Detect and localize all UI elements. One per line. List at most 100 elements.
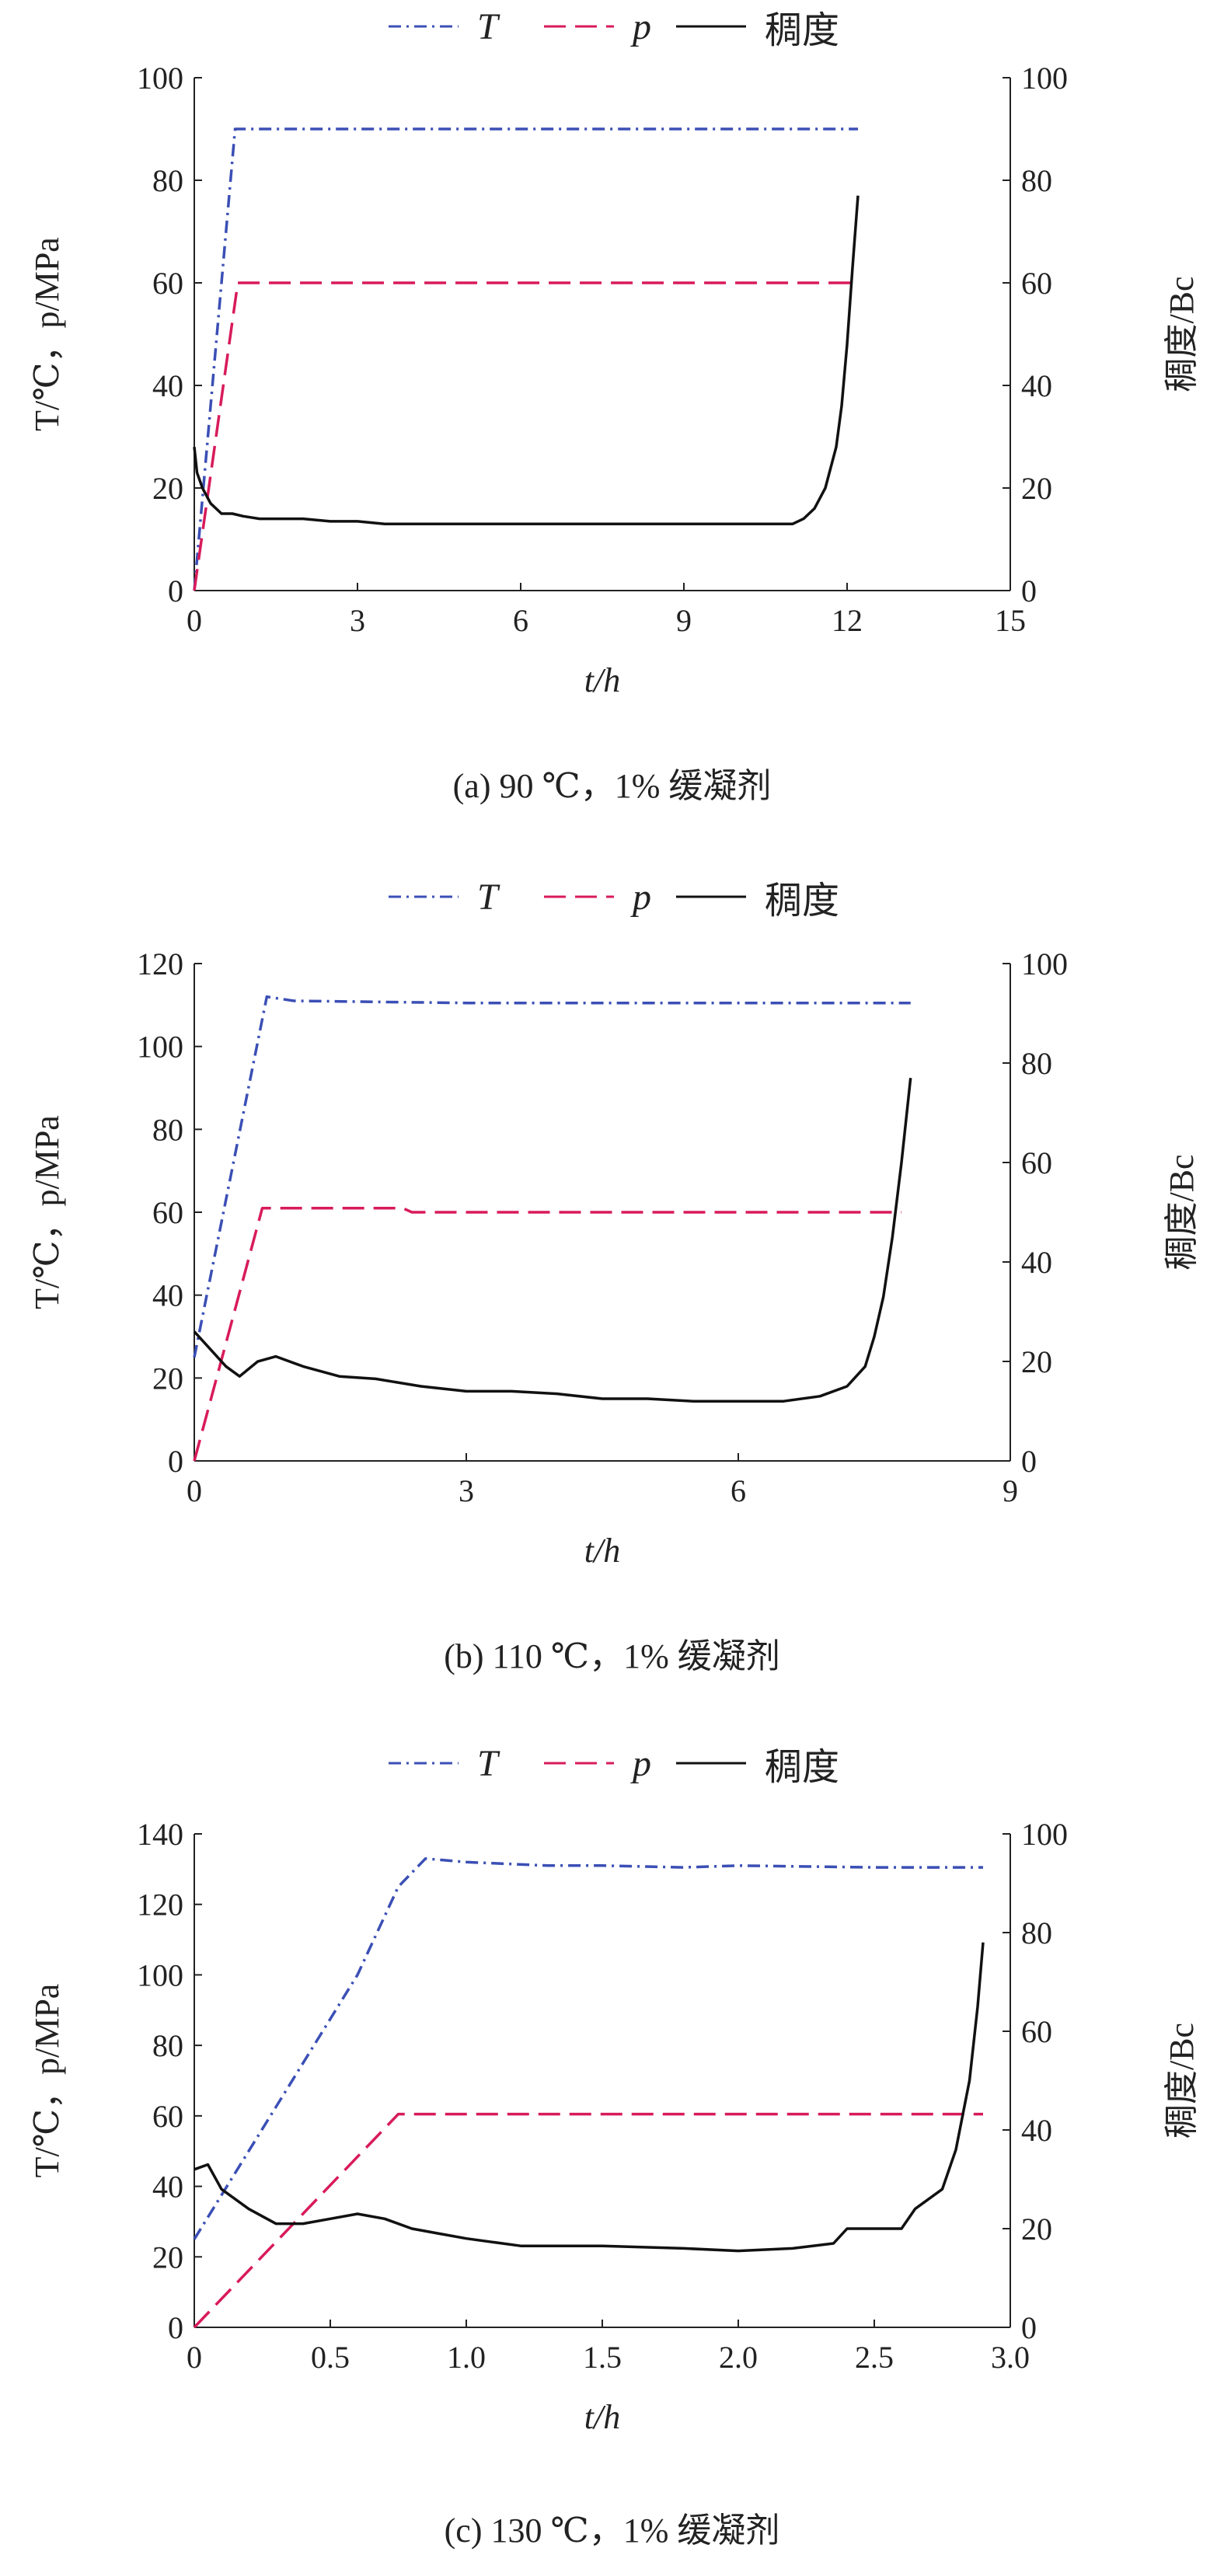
- x-tick-label: 2.0: [719, 2340, 758, 2375]
- y-tick-label-left: 80: [152, 2028, 183, 2063]
- y-tick-label-right: 20: [1021, 2212, 1052, 2247]
- legend-label-p: p: [633, 1742, 651, 1784]
- y-axis-title-right: 稠度/Bc: [1163, 276, 1201, 392]
- y-tick-label-right: 60: [1021, 1145, 1052, 1180]
- x-axis-title: t/h: [584, 1532, 620, 1570]
- series-line-consistency: [194, 1942, 985, 2253]
- legend-label-consistency: 稠度: [765, 1747, 840, 1788]
- y-tick-label-left: 20: [152, 471, 183, 506]
- y-tick-label-right: 20: [1021, 1344, 1052, 1379]
- y-axis-title-left: T/℃，p/MPa: [28, 1984, 66, 2178]
- x-axis-title: t/h: [584, 661, 620, 699]
- legend-item-consistency: 稠度: [676, 5, 839, 51]
- legend-item-consistency: 稠度: [676, 1741, 839, 1788]
- legend-item-consistency: 稠度: [676, 875, 839, 922]
- legend-label-T: T: [477, 5, 498, 47]
- x-tick-label: 0: [187, 1473, 202, 1508]
- legend-item-T: T: [389, 5, 498, 48]
- legend-label-T: T: [477, 876, 498, 918]
- series-line-T: [193, 1857, 983, 2240]
- x-tick-label: 0: [187, 603, 202, 638]
- y-tick-label-right: 80: [1021, 163, 1052, 198]
- y-tick-label-right: 100: [1021, 946, 1068, 981]
- y-tick-label-right: 0: [1021, 573, 1037, 608]
- y-tick-label-left: 120: [137, 1888, 183, 1922]
- legend-item-T: T: [389, 875, 498, 919]
- legend-label-consistency: 稠度: [765, 880, 840, 922]
- x-tick-label: 15: [995, 603, 1026, 638]
- y-tick-label-left: 0: [168, 2310, 183, 2345]
- chart-svg-b: 0 3 6 9020406080100120020406080100t/hT/℃，p/…: [28, 946, 1201, 1570]
- x-tick-label: 2.5: [855, 2340, 894, 2375]
- y-tick-label-right: 80: [1021, 1915, 1052, 1950]
- legend-label-p: p: [633, 5, 651, 47]
- series-line-consistency: [193, 195, 860, 525]
- y-tick-label-left: 140: [137, 1817, 183, 1852]
- series-line-T: [193, 995, 911, 1358]
- y-tick-label-right: 100: [1021, 1817, 1068, 1852]
- chart-svg-a: 0 3 6 9 12 15020406080100020406080100t/hT/℃，p…: [28, 61, 1201, 699]
- y-axis-title-left: T/℃，p/MPa: [28, 237, 66, 431]
- x-tick-label: 6: [731, 1473, 746, 1508]
- x-tick-label: 9: [1003, 1473, 1018, 1508]
- y-tick-label-left: 60: [152, 266, 183, 301]
- y-tick-label-right: 100: [1021, 61, 1068, 96]
- x-tick-label: 1.0: [447, 2340, 486, 2375]
- y-tick-label-left: 40: [152, 2170, 183, 2205]
- x-tick-label: 3.0: [991, 2340, 1030, 2375]
- y-tick-label-left: 60: [152, 2099, 183, 2134]
- chart-svg-c: 0 0.5 1.0 1.5 2.0 2.5 3.0020406080100120140020…: [28, 1817, 1201, 2436]
- x-tick-label: 12: [832, 603, 863, 638]
- y-tick-label-right: 60: [1021, 2014, 1052, 2049]
- x-tick-label: 0: [187, 2340, 202, 2375]
- y-tick-label-left: 120: [137, 946, 183, 981]
- chart-legend: T p 稠度: [0, 875, 1224, 922]
- series-line-consistency: [193, 1078, 912, 1403]
- y-tick-label-left: 0: [168, 573, 183, 608]
- y-tick-label-right: 0: [1021, 2310, 1037, 2345]
- x-axis-title: t/h: [584, 2398, 620, 2436]
- x-tick-label: 9: [676, 603, 692, 638]
- x-tick-label: 6: [513, 603, 528, 638]
- x-tick-label: 3: [459, 1473, 474, 1508]
- y-tick-label-left: 60: [152, 1195, 183, 1230]
- legend-label-consistency: 稠度: [765, 10, 840, 51]
- y-axis-title-right: 稠度/Bc: [1163, 1154, 1201, 1270]
- legend-item-p: p: [544, 875, 651, 919]
- y-tick-label-right: 40: [1021, 368, 1052, 403]
- y-tick-label-left: 40: [152, 1278, 183, 1313]
- chart-caption-a: (a) 90 ℃，1% 缓凝剂: [452, 767, 772, 805]
- legend-item-p: p: [544, 5, 651, 48]
- y-tick-label-left: 20: [152, 2240, 183, 2274]
- y-tick-label-left: 80: [152, 163, 183, 198]
- y-tick-label-left: 100: [137, 1957, 183, 1992]
- legend-item-p: p: [544, 1741, 651, 1785]
- y-tick-label-right: 40: [1021, 1245, 1052, 1280]
- chart-panel-c: T p 稠度 0 0.5 1.0 1.5 2.0 2.5 3.0 0 20 40 60 80 100 12…: [0, 1737, 1224, 2576]
- chart-panel-b: T p 稠度 0 3 6 9 0 20 40 60 80 100 120 0 20 40 60 80 100 t/…: [0, 870, 1224, 1710]
- legend-label-p: p: [633, 876, 651, 918]
- series-line-p: [193, 1206, 901, 1462]
- series-line-T: [193, 127, 858, 591]
- y-tick-label-left: 100: [137, 61, 183, 96]
- chart-panel-a: T p 稠度 0 3 6 9 12 15 0 20 40 60 80 100 0 20 40 60 80 100 t…: [0, 0, 1224, 839]
- chart-legend: T p 稠度: [0, 1741, 1224, 1788]
- y-tick-label-left: 80: [152, 1112, 183, 1147]
- y-tick-label-right: 40: [1021, 2113, 1052, 2148]
- series-line-p: [193, 281, 858, 591]
- y-axis-title-left: T/℃，p/MPa: [28, 1115, 66, 1309]
- y-tick-label-right: 20: [1021, 471, 1052, 506]
- y-tick-label-right: 60: [1021, 266, 1052, 301]
- y-axis-title-right: 稠度/Bc: [1163, 2023, 1201, 2139]
- x-tick-label: 3: [350, 603, 365, 638]
- y-tick-label-left: 0: [168, 1444, 183, 1479]
- series-line-p: [193, 2112, 983, 2329]
- legend-item-T: T: [389, 1741, 498, 1785]
- y-tick-label-left: 20: [152, 1361, 183, 1396]
- chart-caption-c: (c) 130 ℃，1% 缓凝剂: [444, 2512, 780, 2550]
- y-tick-label-right: 80: [1021, 1046, 1052, 1081]
- x-tick-label: 1.5: [583, 2340, 622, 2375]
- y-tick-label-left: 40: [152, 368, 183, 403]
- y-tick-label-left: 100: [137, 1030, 183, 1065]
- legend-label-T: T: [477, 1742, 498, 1784]
